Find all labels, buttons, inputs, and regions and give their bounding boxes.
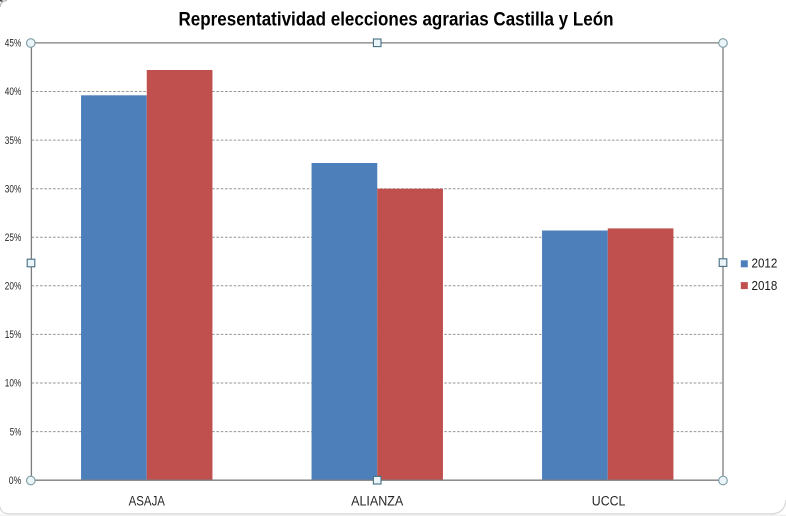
svg-text:5%: 5% bbox=[10, 426, 22, 438]
svg-text:Representatividad elecciones a: Representatividad elecciones agrarias Ca… bbox=[179, 9, 614, 31]
svg-text:0%: 0% bbox=[9, 475, 22, 487]
svg-text:30%: 30% bbox=[5, 183, 22, 195]
svg-text:25%: 25% bbox=[5, 232, 22, 244]
svg-text:20%: 20% bbox=[5, 281, 22, 293]
svg-text:UCCL: UCCL bbox=[592, 493, 626, 509]
svg-text:2012: 2012 bbox=[752, 256, 778, 271]
svg-text:35%: 35% bbox=[5, 135, 22, 147]
svg-text:2018: 2018 bbox=[752, 278, 778, 293]
svg-text:45%: 45% bbox=[5, 38, 22, 50]
svg-text:ALIANZA: ALIANZA bbox=[351, 493, 404, 509]
svg-text:ASAJA: ASAJA bbox=[129, 493, 166, 509]
svg-text:40%: 40% bbox=[5, 86, 22, 98]
svg-text:10%: 10% bbox=[5, 378, 22, 390]
svg-text:15%: 15% bbox=[5, 329, 22, 341]
